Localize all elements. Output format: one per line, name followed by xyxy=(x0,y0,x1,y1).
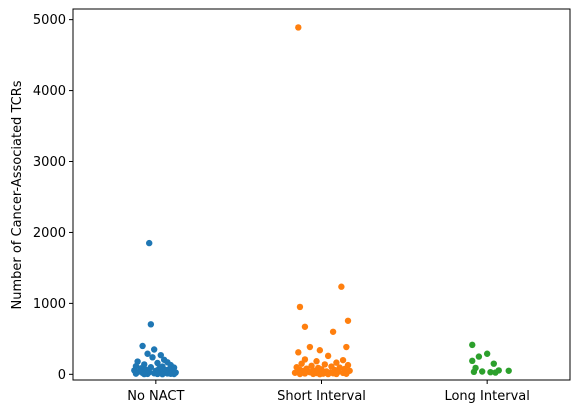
data-point xyxy=(297,371,303,377)
y-tick-label: 3000 xyxy=(33,155,66,170)
data-point xyxy=(479,368,485,374)
y-tick-label: 1000 xyxy=(33,297,66,312)
data-point xyxy=(338,284,344,290)
data-point xyxy=(313,358,319,364)
data-point xyxy=(297,304,303,310)
plot-area: 0 1000 2000 3000 4000 5000 No NACT Short Inter… xyxy=(33,9,570,404)
data-point xyxy=(295,349,301,355)
y-axis-label: Number of Cancer-Associated TCRs xyxy=(10,80,25,309)
data-point xyxy=(133,370,139,376)
data-point xyxy=(307,344,313,350)
data-point xyxy=(484,351,490,357)
data-point xyxy=(492,369,498,375)
data-point xyxy=(148,321,154,327)
data-point xyxy=(340,357,346,363)
x-tick-label: Long Interval xyxy=(444,389,529,404)
y-axis: 0 1000 2000 3000 4000 5000 xyxy=(33,13,73,383)
y-tick-label: 0 xyxy=(58,368,66,383)
x-tick-label: No NACT xyxy=(127,389,184,404)
data-point xyxy=(343,344,349,350)
data-point xyxy=(317,371,323,377)
data-point xyxy=(310,371,316,377)
y-tick-label: 5000 xyxy=(33,13,66,28)
data-point xyxy=(345,318,351,324)
data-point xyxy=(159,371,165,377)
data-point xyxy=(330,329,336,335)
data-point xyxy=(491,360,497,366)
data-point xyxy=(317,347,323,353)
data-point xyxy=(506,368,512,374)
y-tick-label: 2000 xyxy=(33,226,66,241)
data-point xyxy=(149,354,155,360)
data-point xyxy=(469,342,475,348)
data-point xyxy=(343,371,349,377)
data-point xyxy=(471,369,477,375)
data-point xyxy=(139,343,145,349)
data-point xyxy=(151,346,157,352)
axes-frame xyxy=(73,9,570,380)
data-point xyxy=(325,353,331,359)
x-tick-label: Short Interval xyxy=(277,389,366,404)
data-point xyxy=(146,240,152,246)
data-point xyxy=(302,324,308,330)
data-points xyxy=(131,24,512,377)
data-point xyxy=(333,371,339,377)
data-point xyxy=(295,24,301,30)
x-axis: No NACT Short Interval Long Interval xyxy=(127,380,530,404)
data-point xyxy=(469,358,475,364)
data-point xyxy=(325,371,331,377)
data-point xyxy=(141,371,147,377)
data-point xyxy=(171,371,177,377)
y-tick-label: 4000 xyxy=(33,84,66,99)
data-point xyxy=(476,353,482,359)
